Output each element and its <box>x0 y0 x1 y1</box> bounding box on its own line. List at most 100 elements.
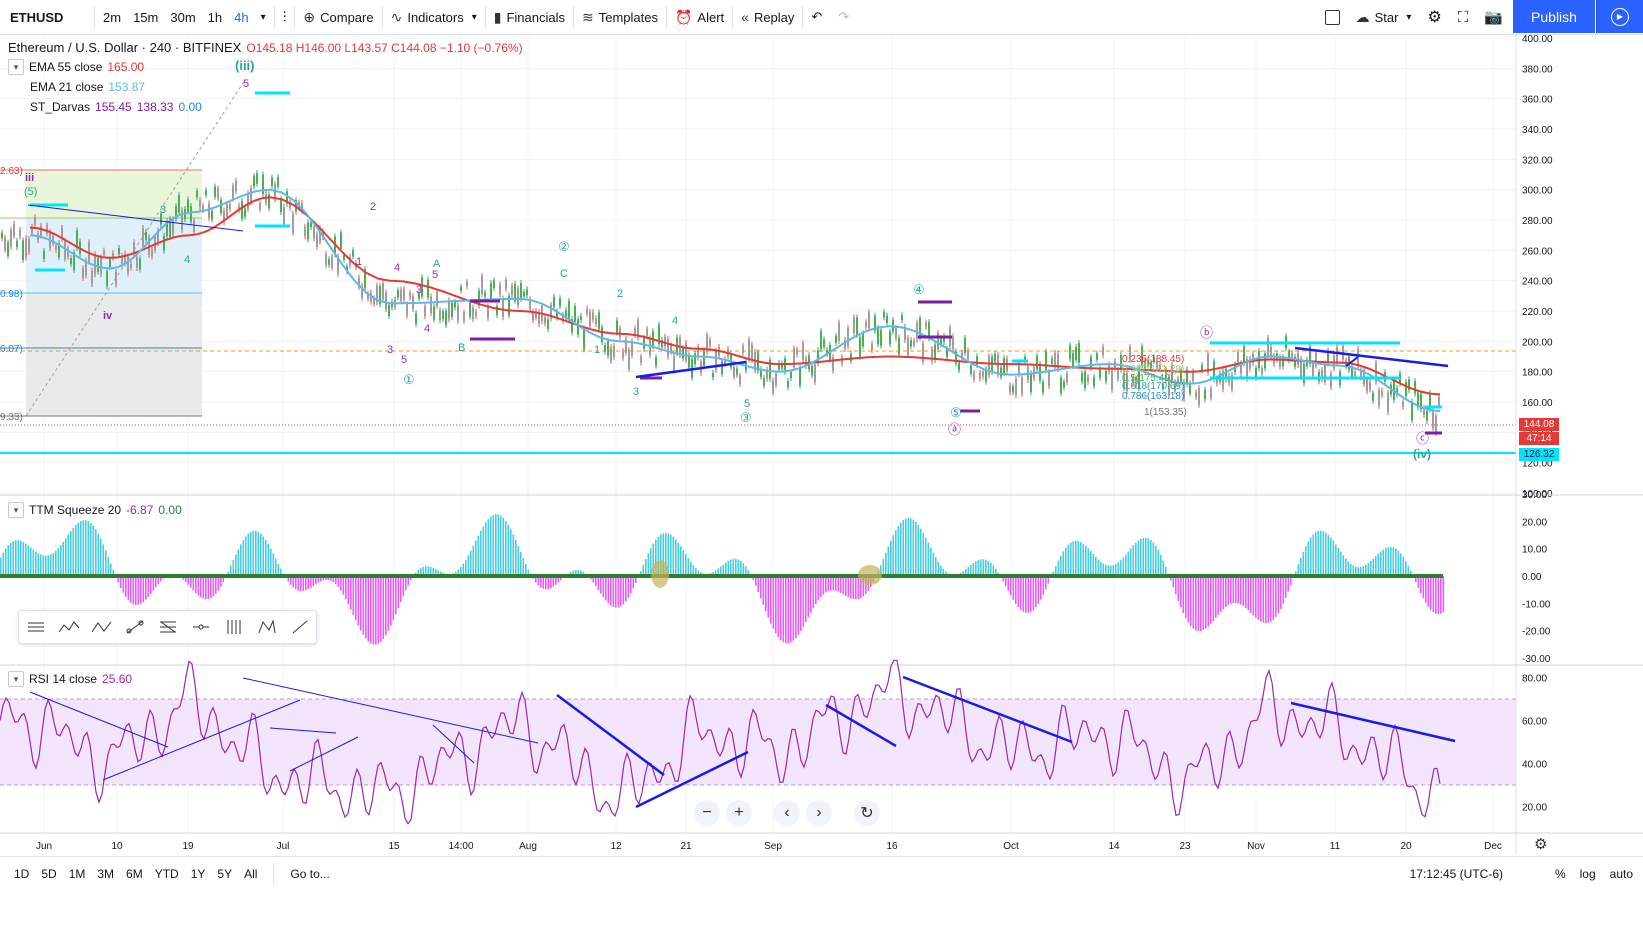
snapshot-button[interactable]: 📷 <box>1476 0 1511 34</box>
horizontal-lines-tool[interactable] <box>19 611 52 643</box>
candle-body <box>547 319 549 329</box>
range-ytd[interactable]: YTD <box>154 867 179 881</box>
interval-4h[interactable]: 4h <box>234 9 249 25</box>
fib-tool[interactable] <box>151 611 184 643</box>
layout-button[interactable] <box>1317 0 1348 34</box>
symbol-search[interactable]: ETHUSD <box>10 9 64 25</box>
candle-body <box>292 214 294 233</box>
candle-body <box>526 289 528 296</box>
undo-icon: ↶ <box>811 9 823 24</box>
gear-icon[interactable]: ⚙ <box>1534 836 1547 853</box>
chart-type-button[interactable]: ⫶ <box>275 0 295 34</box>
interval-15m[interactable]: 15m <box>133 9 159 25</box>
ttm-tick: -10.00 <box>1522 599 1551 610</box>
candle-body <box>646 328 648 336</box>
abcd-tool[interactable] <box>85 611 118 643</box>
ttm-bar <box>1137 540 1140 576</box>
publish-button[interactable]: Publish <box>1513 0 1595 33</box>
price-tick: 340.00 <box>1522 125 1553 136</box>
candle-body <box>205 190 207 195</box>
interval-2m[interactable]: 2m <box>103 9 122 25</box>
reset-button[interactable]: ↻ <box>854 800 880 826</box>
ttm-bar <box>572 570 575 576</box>
ttm-bar <box>1357 567 1360 576</box>
ttm-bar <box>1342 555 1345 576</box>
candle-body <box>1192 371 1194 382</box>
ttm-bar <box>312 576 315 587</box>
replay-button[interactable]: «Replay <box>733 0 802 34</box>
rsi-label[interactable]: RSI 14 close <box>29 672 98 686</box>
settings-button[interactable]: ⚙ <box>1419 0 1449 34</box>
horizontal-ray-tool[interactable] <box>184 611 217 643</box>
range-1d[interactable]: 1D <box>14 867 30 881</box>
scroll-left-button[interactable]: ‹ <box>774 800 800 826</box>
time-tick: 16 <box>886 841 898 852</box>
vertical-lines-tool[interactable] <box>217 611 250 643</box>
chevron-down-icon[interactable]: ▾ <box>260 11 266 23</box>
candle-body <box>712 372 714 378</box>
fullscreen-button[interactable]: ⛶ <box>1450 0 1477 34</box>
log-scale-button[interactable]: log <box>1579 867 1596 881</box>
candle-body <box>802 343 804 360</box>
candle-body <box>709 339 711 346</box>
range-6m[interactable]: 6M <box>126 867 143 881</box>
ttm-bar <box>937 561 940 576</box>
play-button[interactable]: ▶ <box>1596 0 1643 33</box>
line-tool[interactable] <box>283 611 316 643</box>
xabcd-tool[interactable] <box>250 611 283 643</box>
ttm-bar <box>580 570 582 576</box>
candle-body <box>31 226 33 234</box>
range-1y[interactable]: 1Y <box>190 867 206 881</box>
ttm-bar <box>510 529 512 576</box>
undo-button[interactable]: ↶ <box>803 0 830 34</box>
goto-button[interactable]: Go to... <box>290 867 330 881</box>
percent-scale-button[interactable]: % <box>1554 867 1566 881</box>
interval-1h[interactable]: 1h <box>207 9 223 25</box>
zoom-in-button[interactable]: + <box>726 800 752 826</box>
ema55-label[interactable]: EMA 55 close <box>29 60 103 74</box>
range-1m[interactable]: 1M <box>68 867 86 881</box>
pattern-tool[interactable] <box>52 611 85 643</box>
candle-body <box>703 350 705 367</box>
ttm-bar <box>495 514 497 576</box>
range-5d[interactable]: 5D <box>41 867 57 881</box>
interval-30m[interactable]: 30m <box>170 9 196 25</box>
range-3m[interactable]: 3M <box>97 867 115 881</box>
candle-body <box>109 259 111 268</box>
time-axis[interactable]: Jun 10 19 Jul 15 14:00 Aug 12 21 Sep 16 Oct 14 23 Nov 1… <box>36 841 1502 852</box>
indicators-button[interactable]: ∿ Indicators ▾ <box>383 0 485 34</box>
financials-button[interactable]: ▮ Financials <box>486 0 573 34</box>
range-5y[interactable]: 5Y <box>217 867 233 881</box>
chart-area[interactable]: 2.63) 0.98) 6.07) 9.33) <box>0 35 1643 855</box>
ttm-squeeze-pane[interactable]: 30.00 20.00 10.00 0.00 -10.00 -20.00 -30.00 <box>0 490 1551 665</box>
zoom-out-button[interactable]: − <box>694 800 720 826</box>
compare-button[interactable]: ⊕ Compare <box>295 0 381 34</box>
clock[interactable]: 17:12:45 (UTC-6) <box>1409 867 1503 881</box>
rsi-pane[interactable]: 80.00 60.00 40.00 20.00 <box>0 659 1547 825</box>
trend-tool[interactable] <box>118 611 151 643</box>
ttm-axis[interactable]: 30.00 20.00 10.00 0.00 -10.00 -20.00 -30.00 <box>1522 490 1551 665</box>
ttm-label[interactable]: TTM Squeeze 20 <box>29 503 122 517</box>
alert-button[interactable]: ⏰ Alert <box>667 0 732 34</box>
auto-scale-button[interactable]: auto <box>1609 867 1633 881</box>
range-all[interactable]: All <box>244 867 258 881</box>
star-button[interactable]: ☁ Star ▾ <box>1348 0 1420 34</box>
scroll-right-button[interactable]: › <box>806 800 832 826</box>
ttm-bar <box>307 576 310 590</box>
candle-body <box>1171 364 1173 381</box>
ttm-bar <box>1080 542 1082 576</box>
candle-body <box>889 331 891 345</box>
ema21-label[interactable]: EMA 21 close <box>30 80 104 94</box>
collapse-chevron-icon[interactable]: ▾ <box>8 59 24 75</box>
collapse-chevron-icon[interactable]: ▾ <box>8 502 24 518</box>
darvas-label[interactable]: ST_Darvas <box>30 100 91 114</box>
candle-body <box>415 313 417 325</box>
ttm-bar <box>17 540 20 576</box>
rsi-axis[interactable]: 80.00 60.00 40.00 20.00 <box>1522 674 1547 814</box>
redo-button[interactable]: ↷ <box>830 0 857 34</box>
candle-body <box>1414 381 1416 394</box>
collapse-chevron-icon[interactable]: ▾ <box>8 671 24 687</box>
ttm-bar <box>1290 576 1292 585</box>
candle-body <box>634 328 636 335</box>
templates-button[interactable]: ≋ Templates <box>574 0 666 34</box>
